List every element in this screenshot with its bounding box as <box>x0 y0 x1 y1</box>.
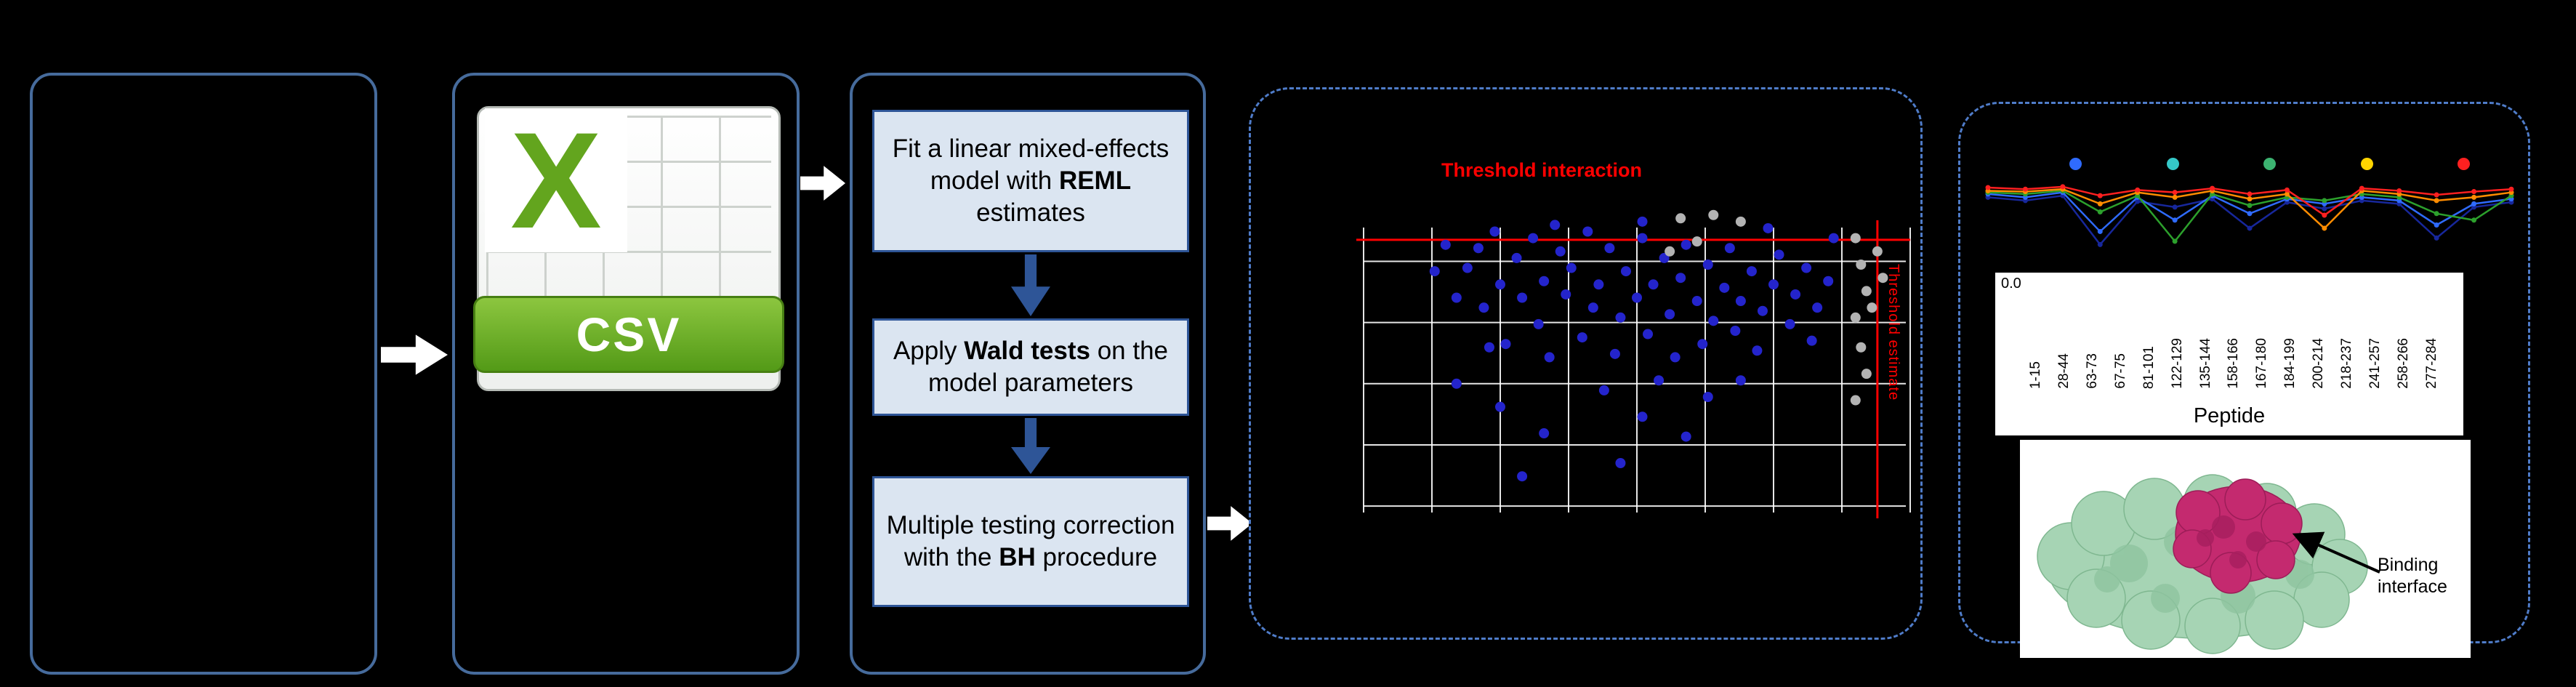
peptide-tick-label: 218-237 <box>2339 338 2355 389</box>
threshold-interaction-label: Threshold interaction <box>1441 159 1643 181</box>
peptide-tick-label: 200-214 <box>2311 338 2327 389</box>
legend-dot-icon <box>2360 158 2373 170</box>
protein-image-area: Binding interface <box>2020 440 2471 658</box>
legend-dot-icon <box>2263 158 2276 170</box>
peptide-tick-label: 63-73 <box>2084 353 2100 389</box>
legend-dot-icon <box>2458 158 2470 170</box>
binding-interface-region <box>2173 478 2303 594</box>
peptide-tick-label: 1-15 <box>2028 361 2043 389</box>
csv-page: X CSV <box>473 106 784 391</box>
panel-statistics-flow: Fit a linear mixed-effects model with RE… <box>850 73 1206 675</box>
csv-banner-label: CSV <box>473 296 784 373</box>
protein-structure-image <box>2037 474 2380 654</box>
flow-step-bh-correction-text: Multiple testing correction with the BH … <box>886 511 1175 571</box>
peptide-tick-label: 241-257 <box>2367 338 2383 389</box>
excel-x-logo: X <box>485 108 627 252</box>
panel-csv-file: X CSV <box>452 73 800 675</box>
right-arrow-icon-2 <box>800 166 845 201</box>
flow-step-wald-tests-text: Apply Wald tests on the model parameters <box>893 337 1169 397</box>
flow-step-fit-model-text: Fit a linear mixed-effects model with RE… <box>892 134 1170 227</box>
x-axis-title: Peptide <box>2193 404 2266 427</box>
peptide-tick-label: 135-144 <box>2197 338 2213 389</box>
panel-scatter-results: Threshold interaction Threshold estimate <box>1249 87 1923 640</box>
peptide-tick-labels: 1-15 28-44 63-73 67-75 81-101 122-129 135-144 1… <box>2028 276 2439 389</box>
line-chart-legend <box>2069 158 2470 170</box>
peptide-tick-label: 258-266 <box>2395 338 2411 389</box>
binding-interface-arrow <box>2292 531 2380 574</box>
peptide-tick-label: 67-75 <box>2112 353 2128 389</box>
legend-dot-icon <box>2069 158 2082 170</box>
peptide-tick-label: 184-199 <box>2282 338 2298 389</box>
right-arrow-icon-3 <box>1207 506 1252 541</box>
binding-interface-label: Binding interface <box>2378 555 2447 597</box>
panel-peptide-profiles: 0.0 1-15 28-44 63-73 67-75 81-101 122-129 135-… <box>1958 102 2530 658</box>
down-arrow-icon-1 <box>1011 254 1050 316</box>
flow-step-fit-model: Fit a linear mixed-effects model with RE… <box>872 110 1189 252</box>
down-arrow-icon-2 <box>1011 418 1050 474</box>
csv-file-icon: X CSV <box>473 106 784 391</box>
threshold-estimate-label: Threshold estimate <box>1885 264 1901 401</box>
peptide-tick-label: 277-284 <box>2423 338 2439 389</box>
binding-interface-shading <box>2197 515 2266 569</box>
right-arrow-icon-1 <box>381 334 448 375</box>
peptide-tick-label: 158-166 <box>2226 338 2242 389</box>
peptide-axis-panel: 0.0 1-15 28-44 63-73 67-75 81-101 122-129 135-… <box>1995 273 2463 435</box>
peptide-tick-label: 81-101 <box>2141 345 2157 389</box>
flow-step-wald-tests: Apply Wald tests on the model parameters <box>872 318 1189 416</box>
scatter-plot <box>1356 209 1911 518</box>
y-axis-tick: 0.0 <box>2001 276 2021 292</box>
panel-input <box>30 73 377 675</box>
peptide-tick-label: 167-180 <box>2254 338 2270 389</box>
peptide-line-chart <box>1985 184 2514 247</box>
peptide-tick-label: 122-129 <box>2169 338 2185 389</box>
legend-dot-icon <box>2166 158 2179 170</box>
peptide-tick-label: 28-44 <box>2056 353 2072 389</box>
flow-step-bh-correction: Multiple testing correction with the BH … <box>872 476 1189 607</box>
